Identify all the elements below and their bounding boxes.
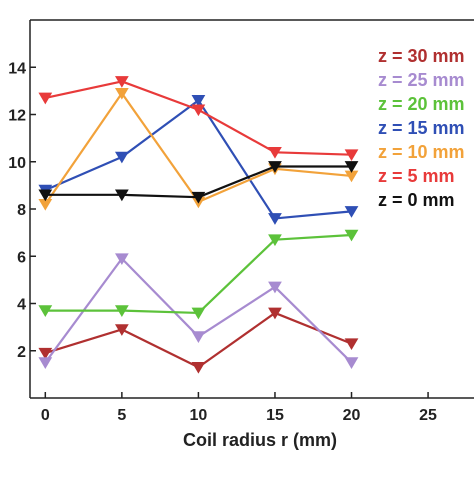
data-point-marker — [344, 161, 359, 173]
y-tick-label: 12 — [8, 108, 26, 125]
y-tick-label: 10 — [8, 155, 26, 172]
data-point-marker — [191, 361, 206, 374]
data-point-marker — [344, 149, 359, 162]
axes: 2 4 6 8 10 12 14 0 5 10 15 20 25 — [8, 19, 474, 424]
data-point-marker — [38, 347, 53, 360]
legend-entry: z = 20 mm — [378, 94, 465, 114]
x-tick-label: 0 — [41, 407, 50, 424]
data-point-marker — [114, 324, 129, 336]
x-tick-label: 15 — [266, 407, 284, 424]
y-tick-label: 2 — [17, 344, 26, 361]
data-point-marker — [38, 305, 53, 317]
x-tick-label: 20 — [343, 407, 361, 424]
data-point-marker — [38, 357, 53, 369]
y-tick-label: 4 — [17, 297, 26, 314]
legend-entry: z = 30 mm — [378, 46, 465, 66]
data-point-marker — [114, 76, 129, 88]
data-point-marker — [114, 189, 129, 202]
data-point-marker — [38, 92, 53, 105]
data-point-marker — [114, 151, 129, 164]
x-tick-label: 10 — [190, 407, 208, 424]
data-point-marker — [344, 206, 359, 218]
series-layer — [38, 76, 359, 374]
legend-entry: z = 10 mm — [378, 142, 465, 162]
data-point-marker — [191, 307, 206, 320]
x-axis-label: Coil radius r (mm) — [183, 430, 337, 450]
data-point-marker — [344, 357, 359, 369]
y-tick-label: 8 — [17, 202, 26, 219]
data-point-marker — [38, 189, 53, 202]
data-point-marker — [114, 305, 129, 317]
data-point-marker — [191, 104, 206, 117]
legend-entry: z = 0 mm — [378, 190, 455, 210]
legend-entry: z = 5 mm — [378, 166, 455, 186]
data-point-marker — [191, 95, 206, 107]
y-tick-label: 6 — [17, 249, 26, 266]
x-tick-label: 25 — [419, 407, 437, 424]
data-point-marker — [268, 213, 282, 225]
series-line — [45, 80, 352, 156]
data-point-marker — [114, 87, 129, 100]
data-point-marker — [191, 191, 206, 204]
data-point-marker — [268, 281, 282, 294]
legend: z = 30 mm z = 25 mm z = 20 mm z = 15 mm z = … — [378, 46, 465, 210]
data-point-marker — [268, 307, 282, 320]
data-point-marker — [344, 229, 359, 242]
data-point-marker — [344, 338, 359, 351]
legend-entry: z = 25 mm — [378, 70, 465, 90]
legend-entry: z = 15 mm — [378, 118, 465, 138]
data-point-marker — [268, 161, 282, 173]
data-point-marker — [191, 331, 206, 343]
x-tick-label: 5 — [117, 407, 126, 424]
y-tick-label: 14 — [8, 60, 26, 77]
data-point-marker — [114, 253, 129, 265]
data-point-marker — [268, 147, 282, 159]
data-point-marker — [268, 234, 282, 247]
